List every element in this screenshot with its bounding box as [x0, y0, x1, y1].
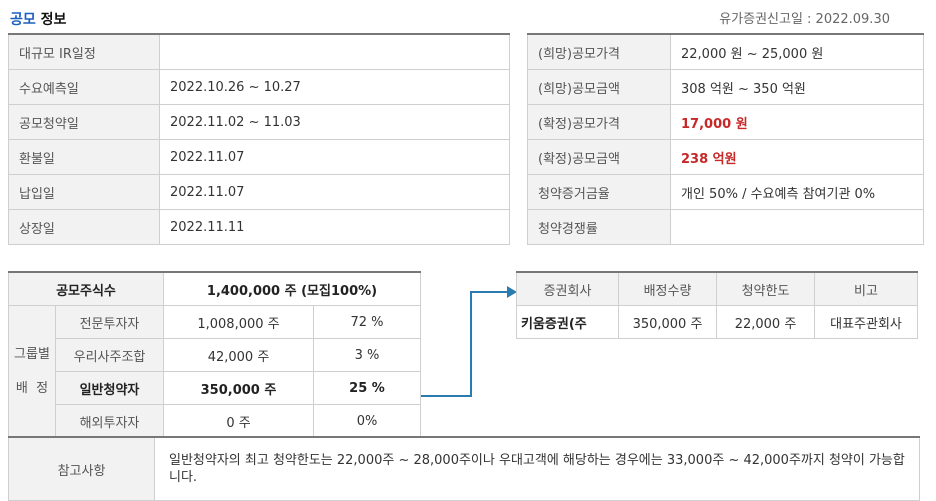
row-label: (확정)공모금액	[527, 139, 671, 175]
table-row: 해외투자자 0 주 0%	[9, 404, 421, 438]
section-title: 공모 정보	[10, 9, 66, 29]
allocated-pct: 25 %	[313, 371, 421, 405]
row-value: 2022.11.07	[159, 174, 510, 210]
group-label-line2: 배 정	[15, 380, 49, 396]
group-label-line1: 그룹별	[14, 346, 50, 362]
row-label: 납입일	[8, 174, 160, 210]
allocation-table: 공모주식수 1,400,000 주 (모집100%) 그룹별 배 정 전문투자자…	[8, 271, 421, 438]
row-label: 청약증거금율	[527, 174, 671, 210]
section-title-main: 정보	[35, 12, 67, 28]
table-row: 수요예측일 2022.10.26 ~ 10.27	[8, 69, 510, 105]
total-shares-label: 공모주식수	[8, 271, 164, 306]
allocated-shares: 42,000 주	[163, 338, 314, 372]
row-label: 청약경쟁률	[527, 209, 671, 245]
table-row: 청약경쟁률	[527, 209, 924, 245]
table-row: 참고사항 일반청약자의 최고 청약한도는 22,000주 ~ 28,000주이나…	[8, 436, 920, 501]
filing-date: 유가증권신고일 : 2022.09.30	[719, 12, 890, 27]
allocated-pct: 3 %	[313, 338, 421, 372]
row-label: (희망)공모금액	[527, 69, 671, 105]
group-allocation-label: 그룹별 배 정	[8, 305, 56, 438]
row-label: 환불일	[8, 139, 160, 175]
column-header: 청약한도	[716, 271, 815, 306]
underwriter-table: 증권회사 배정수량 청약한도 비고 키움증권(주 350,000 주 22,00…	[516, 271, 918, 339]
table-row: 청약증거금율 개인 50% / 수요예측 참여기관 0%	[527, 174, 924, 210]
notes-table: 참고사항 일반청약자의 최고 청약한도는 22,000주 ~ 28,000주이나…	[8, 436, 920, 501]
confirmed-price: 17,000 원	[670, 104, 924, 140]
row-label: 공모청약일	[8, 104, 160, 140]
row-value: 308 억원 ~ 350 억원	[670, 69, 924, 105]
table-row: 키움증권(주 350,000 주 22,000 주 대표주관회사	[516, 305, 918, 339]
allocated-pct: 0%	[313, 404, 421, 438]
row-value: 개인 50% / 수요예측 참여기관 0%	[670, 174, 924, 210]
column-header: 배정수량	[618, 271, 717, 306]
investor-type: 일반청약자	[55, 371, 164, 405]
row-value	[159, 33, 510, 70]
allocated-quantity: 350,000 주	[618, 305, 717, 339]
schedule-table: 대규모 IR일정 수요예측일 2022.10.26 ~ 10.27 공모청약일 20…	[8, 33, 510, 245]
section-title-accent: 공모	[10, 12, 36, 28]
notes-label: 참고사항	[8, 436, 155, 501]
allocated-shares: 1,008,000 주	[163, 305, 314, 339]
table-row: 공모청약일 2022.11.02 ~ 11.03	[8, 104, 510, 140]
row-value: 2022.11.02 ~ 11.03	[159, 104, 510, 140]
table-row: (확정)공모가격 17,000 원	[527, 104, 924, 140]
row-value: 2022.11.11	[159, 209, 510, 245]
table-row: 환불일 2022.11.07	[8, 139, 510, 175]
investor-type: 해외투자자	[55, 404, 164, 438]
table-row: (희망)공모금액 308 억원 ~ 350 억원	[527, 69, 924, 105]
investor-type: 우리사주조합	[55, 338, 164, 372]
row-label: 상장일	[8, 209, 160, 245]
column-header: 비고	[814, 271, 918, 306]
table-row: 납입일 2022.11.07	[8, 174, 510, 210]
table-header-row: 증권회사 배정수량 청약한도 비고	[516, 271, 918, 306]
table-row: 상장일 2022.11.11	[8, 209, 510, 245]
table-row: 우리사주조합 42,000 주 3 %	[9, 338, 421, 372]
row-label: (확정)공모가격	[527, 104, 671, 140]
row-label: 대규모 IR일정	[8, 33, 160, 70]
row-value: 22,000 원 ~ 25,000 원	[670, 33, 924, 70]
table-row: 그룹별 배 정 전문투자자 1,008,000 주 72 %	[8, 305, 421, 438]
pricing-table: (희망)공모가격 22,000 원 ~ 25,000 원 (희망)공모금액 308 …	[527, 33, 924, 245]
row-label: 수요예측일	[8, 69, 160, 105]
connector-arrow-icon	[421, 286, 517, 397]
confirmed-amount: 238 억원	[670, 139, 924, 175]
allocated-pct: 72 %	[313, 305, 421, 339]
row-label: (희망)공모가격	[527, 33, 671, 70]
row-value: 2022.10.26 ~ 10.27	[159, 69, 510, 105]
table-row: 대규모 IR일정	[8, 33, 510, 70]
investor-type: 전문투자자	[55, 305, 164, 339]
table-row: 일반청약자 350,000 주 25 %	[9, 371, 421, 405]
allocated-shares: 350,000 주	[163, 371, 314, 405]
remark: 대표주관회사	[814, 305, 918, 339]
column-header: 증권회사	[516, 271, 619, 306]
table-row: (확정)공모금액 238 억원	[527, 139, 924, 175]
table-row: (희망)공모가격 22,000 원 ~ 25,000 원	[527, 33, 924, 70]
total-shares-value: 1,400,000 주 (모집100%)	[163, 271, 421, 306]
underwriter-name: 키움증권(주	[516, 305, 619, 339]
row-value: 2022.11.07	[159, 139, 510, 175]
subscription-limit: 22,000 주	[716, 305, 815, 339]
row-value	[670, 209, 924, 245]
notes-text: 일반청약자의 최고 청약한도는 22,000주 ~ 28,000주이나 우대고객…	[154, 436, 920, 501]
table-row: 공모주식수 1,400,000 주 (모집100%)	[8, 271, 421, 306]
allocated-shares: 0 주	[163, 404, 314, 438]
